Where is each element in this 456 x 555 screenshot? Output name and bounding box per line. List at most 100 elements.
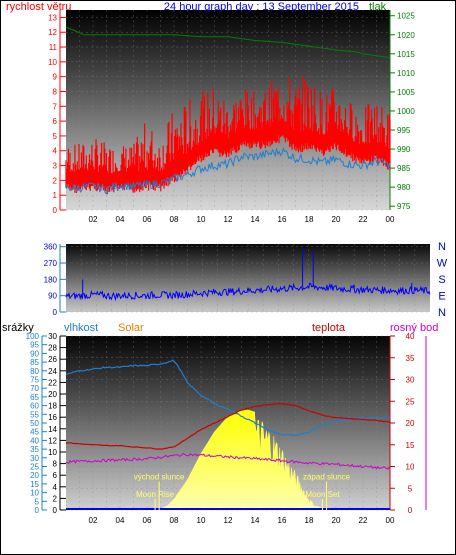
temperature-y-tick-label: 20 (406, 419, 415, 428)
wind-average-series (65, 147, 391, 195)
rain-y-tick-label: 55 (30, 410, 39, 419)
pressure-y-tick-label: 1025 (397, 12, 415, 21)
humidity-axis-label: vlhkost (64, 322, 98, 334)
weather-x-tick-label: 06 (143, 516, 152, 525)
solar-y-tick-label: 16 (48, 413, 57, 422)
wind-x-tick-label: 04 (116, 215, 125, 224)
rain-y-tick-label: 95 (30, 341, 39, 350)
rain-y-tick-label: 65 (30, 393, 39, 402)
rain-y-tick-label: 20 (30, 471, 39, 480)
compass-label: N (438, 307, 446, 319)
wind-y-tick-label: 13 (48, 13, 57, 22)
solar-y-tick-label: 2 (53, 494, 58, 503)
wind-x-tick-label: 00 (386, 215, 395, 224)
rain-y-tick-label: 5 (35, 497, 40, 506)
solar-y-tick-label: 30 (48, 332, 57, 341)
weather-x-tick-label: 04 (116, 516, 125, 525)
wind-speed-axis-label: rychlost větru (6, 1, 71, 13)
rain-y-tick-label: 80 (30, 367, 39, 376)
wind-x-tick-label: 18 (305, 215, 314, 224)
weather-x-tick-label: 18 (305, 516, 314, 525)
wind-x-tick-label: 22 (359, 215, 368, 224)
solar-y-tick-label: 0 (53, 506, 58, 515)
temperature-y-tick-label: 35 (406, 354, 415, 363)
pressure-y-tick-label: 1020 (397, 31, 415, 40)
rain-y-tick-label: 10 (30, 489, 39, 498)
wind-y-tick-label: 6 (53, 117, 58, 126)
temperature-y-tick-label: 15 (406, 441, 415, 450)
rain-y-tick-label: 100 (26, 332, 40, 341)
chart-title: 24 hour graph day : 13 September 2015 (164, 1, 359, 13)
pressure-y-tick-label: 980 (397, 183, 411, 192)
temperature-y-tick-label: 10 (406, 463, 415, 472)
compass-label: N (438, 241, 446, 253)
wind-y-tick-label: 3 (53, 162, 58, 171)
solar-axis-label: Solar (118, 322, 144, 334)
weather-x-tick-label: 08 (170, 516, 179, 525)
weather-x-tick-label: 00 (386, 516, 395, 525)
compass-label: E (438, 291, 445, 303)
solar-y-tick-label: 14 (48, 425, 57, 434)
pressure-axis-label: tlak (369, 1, 387, 13)
rain-y-tick-label: 30 (30, 454, 39, 463)
wind-x-tick-label: 20 (332, 215, 341, 224)
pressure-y-tick-label: 975 (397, 202, 411, 211)
solar-y-tick-label: 26 (48, 355, 57, 364)
rain-y-tick-label: 85 (30, 358, 39, 367)
temperature-y-tick-label: 25 (406, 397, 415, 406)
pressure-y-tick-label: 985 (397, 164, 411, 173)
weather-x-tick-label: 22 (359, 516, 368, 525)
weather-x-tick-label: 20 (332, 516, 341, 525)
temperature-y-tick-label: 40 (406, 332, 415, 341)
direction-y-tick-label: 90 (48, 292, 57, 301)
rain-y-tick-label: 15 (30, 480, 39, 489)
wind-x-tick-label: 06 (143, 215, 152, 224)
direction-y-tick-label: 270 (44, 259, 58, 268)
rain-y-tick-label: 75 (30, 376, 39, 385)
pressure-y-tick-label: 1010 (397, 69, 415, 78)
dewpoint-axis-label: rosný bod (390, 322, 438, 334)
weather-x-tick-label: 02 (89, 516, 98, 525)
wind-y-tick-label: 5 (53, 132, 58, 141)
temperature-y-tick-label: 30 (406, 376, 415, 385)
wind-y-tick-label: 1 (53, 191, 58, 200)
rain-y-tick-label: 60 (30, 402, 39, 411)
pressure-y-tick-label: 1000 (397, 107, 415, 116)
solar-y-tick-label: 4 (53, 483, 58, 492)
wind-x-tick-label: 08 (170, 215, 179, 224)
weather-x-tick-label: 14 (251, 516, 260, 525)
wind-y-tick-label: 12 (48, 28, 57, 37)
solar-y-tick-label: 8 (53, 460, 58, 469)
solar-y-tick-label: 12 (48, 436, 57, 445)
wind-x-tick-label: 12 (224, 215, 233, 224)
solar-y-tick-label: 20 (48, 390, 57, 399)
wind-speed-series (65, 75, 391, 195)
moon-annotation: Moon Set (305, 490, 340, 499)
dewpoint-series (65, 452, 391, 470)
solar-series (159, 409, 327, 511)
rain-y-tick-label: 45 (30, 428, 39, 437)
wind-y-tick-label: 2 (53, 176, 58, 185)
wind-x-tick-label: 14 (251, 215, 260, 224)
wind-x-tick-label: 16 (278, 215, 287, 224)
wind-direction-series (65, 282, 431, 302)
wind-y-tick-label: 9 (53, 73, 58, 82)
solar-y-tick-label: 22 (48, 378, 57, 387)
rain-y-tick-label: 90 (30, 349, 39, 358)
rain-axis-label: srážky (2, 322, 34, 334)
solar-y-tick-label: 24 (48, 367, 57, 376)
humidity-series (65, 359, 391, 437)
temperature-y-tick-label: 5 (408, 484, 413, 493)
pressure-series (65, 26, 391, 59)
pressure-y-tick-label: 1015 (397, 50, 415, 59)
weather-x-tick-label: 12 (224, 516, 233, 525)
pressure-y-tick-label: 1005 (397, 88, 415, 97)
solar-y-tick-label: 18 (48, 402, 57, 411)
sun-annotation: západ slunce (303, 473, 351, 482)
compass-label: S (438, 274, 445, 286)
wind-y-tick-label: 0 (53, 206, 58, 215)
moon-annotation: Moon Rise (136, 490, 175, 499)
solar-y-tick-label: 10 (48, 448, 57, 457)
direction-y-tick-label: 0 (53, 308, 58, 317)
temperature-series (65, 402, 391, 450)
